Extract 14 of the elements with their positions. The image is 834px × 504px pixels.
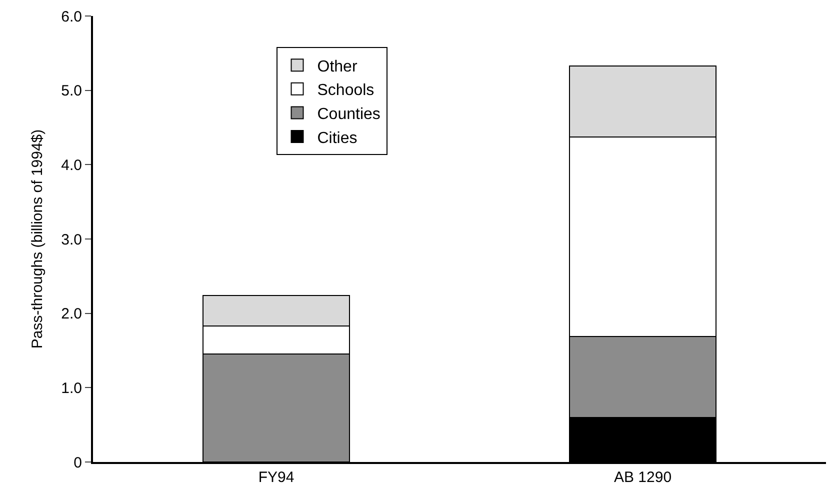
legend-label: Other	[317, 58, 358, 76]
y-axis-title: Pass-throughs (billions of 1994$)	[28, 129, 46, 349]
x-tick-label: FY94	[258, 469, 294, 486]
y-tick-label: 1.0	[61, 380, 82, 397]
legend-label: Schools	[317, 82, 374, 100]
x-tick-label: AB 1290	[614, 469, 672, 486]
legend-label: Counties	[317, 106, 380, 123]
y-tick-label: 2.0	[61, 306, 82, 323]
y-tick-label: 5.0	[61, 82, 82, 100]
y-tick-label: 4.0	[61, 156, 82, 174]
legend-label: Cities	[317, 130, 358, 147]
y-tick-label: 3.0	[61, 231, 82, 248]
y-tick-label: 6.0	[61, 8, 82, 26]
y-tick-label: 0	[74, 454, 82, 472]
